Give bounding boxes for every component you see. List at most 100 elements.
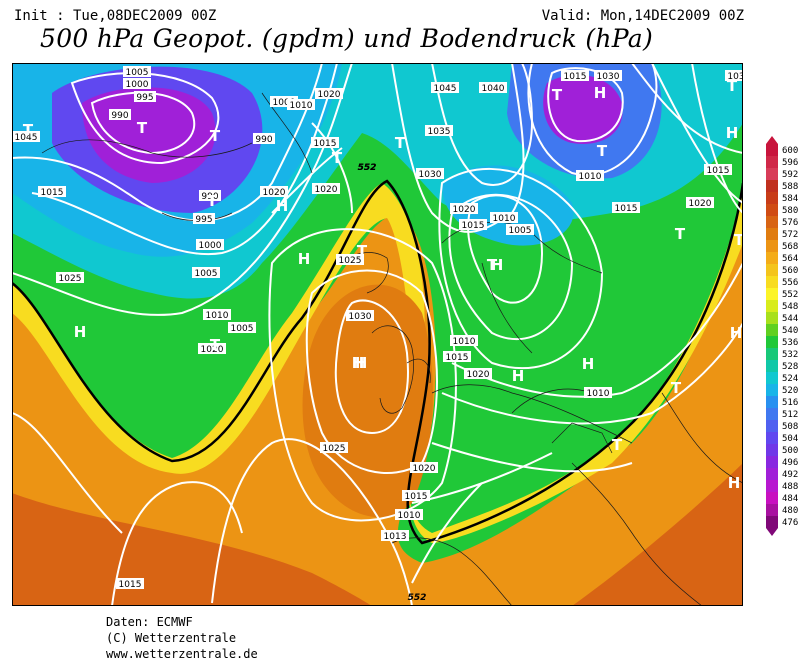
isobar-label: 1015: [459, 219, 487, 231]
legend-value: 552: [782, 290, 798, 300]
legend-swatch: [766, 156, 778, 168]
svg-text:1020: 1020: [453, 205, 476, 215]
high-pressure-marker: H: [298, 250, 311, 268]
isobar-label: 1020: [312, 183, 340, 195]
legend-value: 532: [782, 350, 798, 360]
isobar-label: 103: [725, 70, 743, 82]
svg-text:1000: 1000: [126, 80, 149, 90]
legend-value: 568: [782, 242, 798, 252]
isobar-label: 1020: [686, 197, 714, 209]
legend-value: 592: [782, 170, 798, 180]
legend-value: 504: [782, 434, 798, 444]
svg-text:1015: 1015: [462, 221, 485, 231]
high-pressure-marker: H: [726, 124, 739, 142]
svg-text:1020: 1020: [263, 188, 286, 198]
isobar-label: 1035: [425, 125, 453, 137]
isobar-label: 1010: [450, 335, 478, 347]
legend-arrow-top: [766, 136, 778, 144]
legend-value: 600: [782, 146, 798, 156]
field-orange-core: [302, 284, 433, 518]
legend-swatch: [766, 180, 778, 192]
svg-text:1015: 1015: [446, 353, 469, 363]
low-pressure-marker: T: [612, 436, 623, 454]
isobar-label: 1025: [320, 442, 348, 454]
svg-text:1000: 1000: [273, 98, 296, 108]
legend-value: 556: [782, 278, 798, 288]
coastlines: [41, 92, 743, 606]
legend-swatch: [766, 480, 778, 492]
isobar-label: 1025: [336, 254, 364, 266]
isobar-label: 1020: [198, 343, 226, 355]
legend-swatch: [766, 264, 778, 276]
map-frame: [12, 63, 743, 606]
high-pressure-marker: H: [491, 256, 504, 274]
legend-value: 544: [782, 314, 798, 324]
legend-swatch: [766, 252, 778, 264]
legend-swatch: [766, 276, 778, 288]
legend-swatch: [766, 492, 778, 504]
legend-value: 560: [782, 266, 798, 276]
init-time: Init : Tue,08DEC2009 00Z: [14, 8, 217, 24]
svg-text:1000: 1000: [199, 241, 222, 251]
footer-website[interactable]: www.wetterzentrale.de: [106, 647, 258, 661]
low-pressure-marker: T: [137, 119, 148, 137]
isobar-label: 1005: [123, 66, 151, 78]
svg-text:1005: 1005: [231, 324, 254, 334]
isobar-label: 1045: [12, 131, 40, 143]
legend-value: 564: [782, 254, 798, 264]
svg-text:1005: 1005: [509, 226, 532, 236]
low-pressure-marker: T: [727, 77, 738, 95]
svg-text:1010: 1010: [453, 337, 476, 347]
legend-swatch: [766, 408, 778, 420]
legend-swatch: [766, 312, 778, 324]
high-pressure-marker: H: [74, 323, 87, 341]
svg-text:1030: 1030: [349, 312, 372, 322]
isobar-label: 1000: [196, 239, 224, 251]
legend-value: 488: [782, 482, 798, 492]
contour-label-552: 552: [358, 163, 377, 173]
svg-text:1013: 1013: [384, 532, 407, 542]
field-southeast-deep: [572, 463, 743, 606]
isobar-label: 1000: [123, 78, 151, 90]
color-legend: 600 596 592 588 584 580 576 572 568 564 560 556 552 5…: [766, 136, 798, 536]
svg-text:1015: 1015: [615, 204, 638, 214]
svg-text:1015: 1015: [564, 72, 587, 82]
legend-value: 596: [782, 158, 798, 168]
low-pressure-marker: T: [332, 149, 343, 167]
low-pressure-marker: T: [597, 142, 608, 160]
legend-value: 572: [782, 230, 798, 240]
isobar-label: 1005: [192, 267, 220, 279]
isobar-label: 1015: [38, 186, 66, 198]
legend-value: 524: [782, 374, 798, 384]
isobar-label: 1010: [395, 509, 423, 521]
isobar-label: 1030: [416, 168, 444, 180]
contour-552: [12, 179, 743, 545]
svg-text:1020: 1020: [413, 464, 436, 474]
isobar-label: 1015: [311, 137, 339, 149]
low-pressure-marker: T: [675, 225, 686, 243]
map-title: 500 hPa Geopot. (gpdm) und Bodendruck (h…: [40, 24, 654, 53]
valid-time: Valid: Mon,14DEC2009 00Z: [541, 8, 744, 24]
svg-text:1005: 1005: [126, 68, 149, 78]
legend-value: 512: [782, 410, 798, 420]
legend-swatch: [766, 240, 778, 252]
svg-text:1015: 1015: [707, 166, 730, 176]
legend-value: 588: [782, 182, 798, 192]
svg-text:1025: 1025: [59, 274, 82, 284]
high-pressure-marker: H: [730, 324, 743, 342]
isobar-label: 990: [199, 190, 221, 202]
low-pressure-marker: T: [395, 134, 406, 152]
legend-value: 480: [782, 506, 798, 516]
high-pressure-marker: H: [276, 197, 289, 215]
legend-swatch: [766, 300, 778, 312]
svg-text:1010: 1010: [206, 311, 229, 321]
legend-swatch: [766, 384, 778, 396]
legend-swatch: [766, 336, 778, 348]
svg-text:1015: 1015: [405, 492, 428, 502]
svg-text:1020: 1020: [318, 90, 341, 100]
legend-swatch: [766, 396, 778, 408]
isobar-label: 1010: [490, 212, 518, 224]
svg-text:552: 552: [358, 163, 377, 173]
svg-text:1020: 1020: [201, 345, 224, 355]
